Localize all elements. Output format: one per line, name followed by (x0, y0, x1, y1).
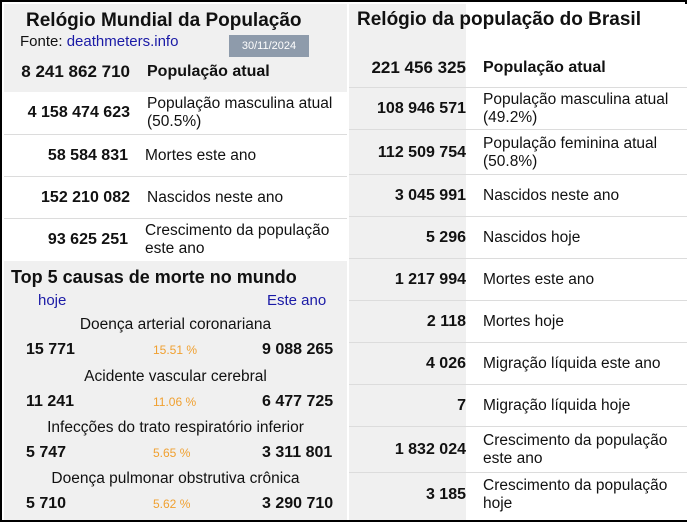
brazil-panel-title: Relógio da população do Brasil (357, 9, 641, 30)
cause-today-value: 5 710 (26, 495, 67, 512)
world-male-label: População masculina atual (50.5%) (147, 95, 333, 130)
brazil-row-male: 108 946 571 População masculina atual (4… (349, 88, 687, 130)
cause-name: Doença pulmonar obstrutiva crônica (51, 470, 300, 487)
row-divider (349, 426, 687, 427)
brazil-row-births-today: 5 296 Nascidos hoje (349, 217, 687, 259)
row-divider (349, 174, 687, 175)
brazil-deaths-today-value: 2 118 (426, 313, 466, 330)
row-divider (349, 342, 687, 343)
source-prefix: Fonte: (20, 33, 67, 50)
top5-today-header: hoje (38, 292, 67, 309)
cause-today-value: 5 747 (26, 444, 67, 461)
world-births-label: Nascidos neste ano (147, 188, 284, 206)
cause-year-value: 6 477 725 (262, 393, 334, 410)
row-divider (349, 216, 687, 217)
brazil-population-label: População atual (483, 59, 606, 76)
brazil-migration-year-value: 4 026 (425, 355, 466, 372)
world-panel-title: Relógio Mundial da População (26, 10, 302, 31)
brazil-deaths-today-label: Mortes hoje (483, 313, 564, 330)
brazil-births-today-label: Nascidos hoje (483, 229, 581, 246)
cause-item: Acidente vascular cerebral 11 241 11.06 … (4, 366, 347, 416)
world-population-value: 8 241 862 710 (21, 62, 130, 81)
brazil-row-growth-year: 1 832 024 Crescimento da população este … (349, 427, 687, 473)
brazil-row-growth-today: 3 185 Crescimento da população hoje (349, 473, 687, 517)
row-divider (349, 129, 687, 130)
world-births-value: 152 210 082 (41, 188, 130, 206)
brazil-row-female: 112 509 754 População feminina atual (50… (349, 130, 687, 175)
world-population-panel: Relógio Mundial da População Fonte: deat… (4, 4, 347, 520)
cause-today-value: 11 241 (26, 393, 75, 410)
date-badge: 30/11/2024 (229, 35, 309, 57)
brazil-migration-today-label: Migração líquida hoje (483, 397, 631, 414)
world-male-value: 4 158 474 623 (27, 104, 130, 121)
brazil-growth-year-label: Crescimento da população este ano (483, 432, 668, 467)
top5-year-header: Este ano (267, 292, 327, 309)
brazil-migration-today-value: 7 (457, 397, 466, 414)
world-row-deaths: 58 584 831 Mortes este ano (4, 135, 347, 177)
brazil-number-column (349, 4, 466, 520)
world-row-male: 4 158 474 623 População masculina atual … (4, 92, 347, 135)
brazil-female-value: 112 509 754 (377, 143, 466, 161)
cause-year-value: 9 088 265 (262, 341, 334, 358)
cause-percent: 15.51 % (153, 343, 198, 357)
cause-percent: 5.62 % (153, 497, 191, 511)
brazil-births-year-label: Nascidos neste ano (483, 187, 620, 204)
row-divider (349, 87, 687, 88)
brazil-growth-year-value: 1 832 024 (394, 441, 466, 458)
brazil-migration-year-label: Migração líquida este ano (483, 355, 661, 372)
world-population-label: População atual (147, 63, 270, 80)
cause-name: Doença arterial coronariana (79, 316, 272, 333)
brazil-growth-today-value: 3 185 (425, 486, 466, 503)
cause-year-value: 3 311 801 (262, 444, 333, 461)
brazil-male-value: 108 946 571 (377, 100, 466, 117)
brazil-row-migration-year: 4 026 Migração líquida este ano (349, 343, 687, 385)
brazil-births-year-value: 3 045 991 (394, 187, 466, 204)
brazil-row-population: 221 456 325 População atual (349, 48, 687, 88)
brazil-growth-today-label: Crescimento da população hoje (483, 477, 668, 512)
brazil-population-panel: Relógio da população do Brasil 221 456 3… (349, 4, 687, 520)
row-divider (349, 384, 687, 385)
cause-percent: 5.65 % (153, 446, 191, 460)
cause-year-value: 3 290 710 (262, 495, 334, 512)
world-deaths-value: 58 584 831 (47, 146, 128, 164)
world-row-growth: 93 625 251 Crescimento da população este… (4, 219, 347, 261)
row-divider (349, 300, 687, 301)
brazil-population-value: 221 456 325 (371, 58, 466, 77)
cause-name: Acidente vascular cerebral (84, 368, 267, 385)
brazil-female-label: População feminina atual (50.8%) (483, 134, 658, 170)
source-link[interactable]: deathmeters.info (66, 33, 179, 50)
brazil-male-label: População masculina atual (49.2%) (483, 91, 669, 126)
world-row-population: 8 241 862 710 População atual (4, 52, 347, 92)
world-row-births: 152 210 082 Nascidos neste ano (4, 177, 347, 219)
brazil-row-deaths-today: 2 118 Mortes hoje (349, 301, 687, 343)
row-divider (349, 258, 687, 259)
row-divider (349, 472, 687, 473)
world-growth-label: Crescimento da população este ano (145, 222, 330, 257)
world-deaths-label: Mortes este ano (145, 146, 257, 164)
brazil-row-deaths-year: 1 217 994 Mortes este ano (349, 259, 687, 301)
cause-item: Infecções do trato respiratório inferior… (4, 417, 347, 467)
cause-percent: 11.06 % (153, 395, 197, 409)
brazil-row-births-year: 3 045 991 Nascidos neste ano (349, 175, 687, 217)
brazil-deaths-year-value: 1 217 994 (394, 271, 466, 288)
brazil-deaths-year-label: Mortes este ano (483, 271, 595, 288)
source-line: Fonte: deathmeters.info (20, 33, 178, 50)
cause-item: Doença arterial coronariana 15 771 15.51… (4, 314, 347, 364)
cause-today-value: 15 771 (26, 341, 75, 358)
brazil-births-today-value: 5 296 (425, 229, 466, 246)
brazil-row-migration-today: 7 Migração líquida hoje (349, 385, 687, 427)
cause-name: Infecções do trato respiratório inferior (47, 419, 304, 436)
cause-item: Doença pulmonar obstrutiva crônica 5 710… (4, 468, 347, 518)
top5-causes-title: Top 5 causas de morte no mundo (11, 267, 297, 287)
world-growth-value: 93 625 251 (47, 231, 128, 248)
